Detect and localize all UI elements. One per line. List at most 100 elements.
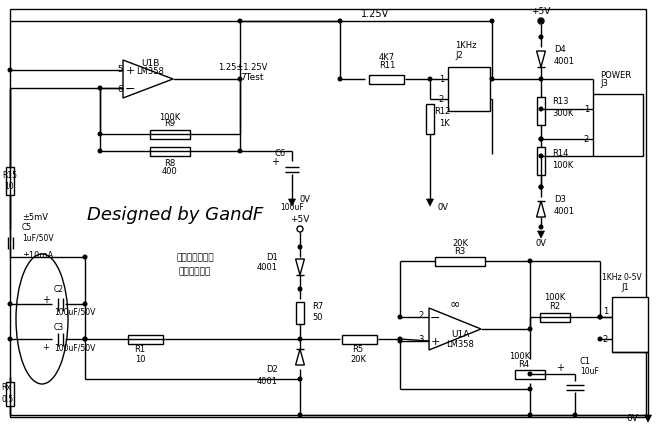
- Circle shape: [98, 150, 102, 153]
- Text: 1: 1: [602, 307, 608, 316]
- Circle shape: [338, 78, 342, 82]
- Text: +5V: +5V: [290, 215, 309, 224]
- Text: 1.25±1.25V: 1.25±1.25V: [218, 63, 267, 72]
- Text: 0V: 0V: [535, 239, 547, 248]
- Text: D2: D2: [266, 365, 278, 374]
- Text: 4001: 4001: [257, 263, 278, 272]
- Text: R13: R13: [552, 97, 568, 106]
- Circle shape: [573, 413, 577, 417]
- Text: 1: 1: [439, 75, 444, 84]
- Text: 10: 10: [135, 355, 145, 364]
- Text: R3: R3: [455, 247, 466, 256]
- Text: 0V: 0V: [626, 414, 638, 423]
- Text: 6: 6: [118, 84, 123, 93]
- Circle shape: [539, 108, 543, 112]
- Text: 100K: 100K: [509, 352, 531, 361]
- Text: Designed by GandF: Designed by GandF: [87, 205, 263, 224]
- Text: 1K: 1K: [439, 119, 449, 128]
- Text: 100uF: 100uF: [280, 203, 304, 212]
- Text: 100uF/50V: 100uF/50V: [54, 307, 95, 316]
- Text: C6: C6: [275, 148, 286, 157]
- Text: 2: 2: [419, 311, 424, 320]
- Text: 20K: 20K: [350, 355, 366, 364]
- Text: R14: R14: [552, 148, 568, 157]
- Circle shape: [490, 78, 494, 82]
- Polygon shape: [537, 231, 545, 239]
- Circle shape: [539, 138, 543, 141]
- Circle shape: [398, 340, 402, 343]
- Text: 可以减少误差: 可以减少误差: [179, 267, 211, 276]
- Bar: [537, 98, 545, 126]
- Text: R4: R4: [518, 360, 530, 368]
- Text: C5: C5: [22, 223, 32, 232]
- Circle shape: [528, 259, 532, 263]
- Text: D3: D3: [554, 195, 566, 204]
- Text: C2: C2: [54, 285, 64, 294]
- Circle shape: [538, 19, 544, 25]
- Text: 1: 1: [584, 105, 589, 114]
- Text: 0V: 0V: [438, 203, 449, 212]
- Text: 3: 3: [419, 335, 424, 344]
- Text: J3: J3: [600, 79, 608, 88]
- Text: R7: R7: [312, 302, 323, 311]
- Text: R5: R5: [352, 345, 363, 354]
- Text: 5: 5: [118, 64, 123, 73]
- Text: U1A: U1A: [451, 330, 469, 339]
- Polygon shape: [426, 199, 434, 207]
- Text: +: +: [271, 157, 279, 167]
- Text: 50: 50: [312, 313, 323, 322]
- Circle shape: [539, 226, 543, 229]
- Circle shape: [398, 337, 402, 341]
- Text: LM358: LM358: [446, 340, 474, 349]
- Circle shape: [528, 372, 532, 376]
- Text: D4: D4: [554, 46, 566, 55]
- Text: +: +: [430, 336, 440, 346]
- Text: +: +: [43, 343, 49, 352]
- Bar: [150, 147, 190, 156]
- Circle shape: [298, 377, 302, 381]
- Text: R2: R2: [549, 302, 560, 311]
- Circle shape: [528, 413, 532, 417]
- Circle shape: [297, 227, 303, 233]
- Text: +: +: [42, 294, 50, 304]
- Text: 1.25V: 1.25V: [361, 9, 389, 19]
- Circle shape: [83, 337, 87, 341]
- Circle shape: [298, 288, 302, 291]
- Bar: [435, 257, 485, 266]
- Circle shape: [98, 133, 102, 136]
- Text: 300K: 300K: [552, 109, 574, 118]
- Text: R8: R8: [164, 158, 175, 167]
- Text: +5V: +5V: [532, 8, 551, 17]
- Text: J2: J2: [455, 50, 463, 59]
- Circle shape: [238, 20, 242, 24]
- Text: ±10mA: ±10mA: [22, 250, 53, 259]
- Polygon shape: [288, 199, 296, 207]
- Circle shape: [528, 328, 532, 331]
- Text: 100uF/50V: 100uF/50V: [54, 343, 95, 352]
- Text: D1: D1: [266, 253, 278, 262]
- Circle shape: [539, 78, 543, 82]
- Bar: [515, 370, 545, 379]
- Text: 4001: 4001: [554, 207, 575, 216]
- Text: 0V: 0V: [300, 195, 311, 204]
- Text: C3: C3: [54, 323, 64, 332]
- Bar: [448, 68, 490, 112]
- Circle shape: [539, 20, 543, 24]
- Text: 1KHz: 1KHz: [455, 41, 476, 50]
- Circle shape: [398, 316, 402, 319]
- Text: 4K7: 4K7: [379, 53, 395, 62]
- Bar: [540, 313, 570, 322]
- Text: ±5mV: ±5mV: [22, 213, 48, 222]
- Bar: [369, 75, 405, 84]
- Circle shape: [8, 337, 12, 341]
- Circle shape: [338, 20, 342, 24]
- Bar: [6, 382, 14, 406]
- Circle shape: [599, 337, 602, 341]
- Text: 这里使用三线制: 这里使用三线制: [176, 253, 214, 262]
- Text: 100K: 100K: [552, 160, 574, 169]
- Bar: [426, 105, 434, 135]
- Bar: [593, 95, 643, 157]
- Circle shape: [490, 20, 494, 24]
- Text: R12: R12: [434, 107, 450, 116]
- Text: R1: R1: [135, 345, 146, 354]
